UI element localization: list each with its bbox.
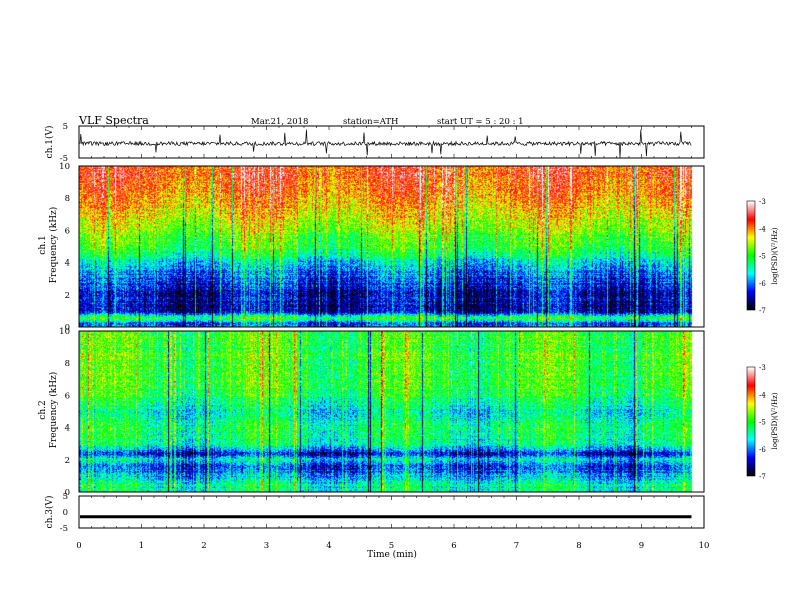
ch3-waveform-panel: ch.3(V) 5 0 -5 xyxy=(44,492,705,534)
ch2-spec-ylabel: Frequency (kHz) xyxy=(48,372,59,449)
colorbar-tick-label: -5 xyxy=(759,419,766,427)
ch1-spectrogram-panel: ch.1 Frequency (kHz) 0 2 4 6 8 10 xyxy=(38,162,705,333)
x-tick-label: 3 xyxy=(264,541,269,551)
ch3-ytick-mid: 0 xyxy=(63,508,68,518)
colorbar-tick-label: -4 xyxy=(759,225,766,233)
x-tick-label: 10 xyxy=(699,541,710,551)
colorbar-tick-label: -3 xyxy=(759,364,766,372)
colorbar-tick-label: -3 xyxy=(759,198,766,206)
station-label: station=ATH xyxy=(343,117,398,127)
colorbar-2-label: log(PSD)(V²/Hz) xyxy=(771,392,779,449)
colorbar-tick-label: -7 xyxy=(759,473,766,481)
x-axis-label: Time (min) xyxy=(367,549,417,560)
ch1-spec-ylabel: Frequency (kHz) xyxy=(48,207,59,284)
frequency-tick-label: 2 xyxy=(65,456,70,466)
frequency-tick-label: 4 xyxy=(65,424,70,434)
frequency-tick-label: 8 xyxy=(65,194,70,204)
x-tick-label: 1 xyxy=(139,541,144,551)
frequency-tick-label: 8 xyxy=(65,359,70,369)
date-label: Mar.21, 2018 xyxy=(251,117,308,127)
ch1-frame xyxy=(78,125,705,159)
x-tick-label: 2 xyxy=(201,541,206,551)
colorbar-2: -3 -4 -5 -6 -7 log(PSD)(V²/Hz) xyxy=(746,364,779,481)
x-tick-label: 6 xyxy=(451,541,456,551)
colorbar-1: -3 -4 -5 -6 -7 log(PSD)(V²/Hz) xyxy=(746,198,779,315)
x-axis-tick-labels: 0 1 2 3 4 5 6 7 8 9 10 xyxy=(76,541,709,551)
figure-title: VLF Spectra xyxy=(78,114,149,127)
colorbar-tick-label: -5 xyxy=(759,253,766,261)
ch3-ytick-top: 5 xyxy=(63,492,68,502)
frequency-tick-label: 10 xyxy=(59,327,70,337)
frequency-tick-label: 6 xyxy=(65,391,70,401)
ch1-spec-frame xyxy=(78,165,705,328)
ch2-spectrogram-panel: ch.2 Frequency (kHz) 0 2 4 6 8 10 xyxy=(38,327,705,498)
colorbar-tick-label: -6 xyxy=(759,280,766,288)
start-time-label: start UT = 5 : 20 : 1 xyxy=(437,117,524,127)
colorbar-2-frame xyxy=(746,366,756,477)
ch1-spec-label-top: ch.1 xyxy=(38,235,48,254)
frequency-tick-label: 0 xyxy=(65,323,70,333)
ch1-spectrogram-image xyxy=(79,166,704,327)
ch1-trace xyxy=(79,129,692,158)
frequency-tick-label: 6 xyxy=(65,226,70,236)
colorbar-1-label: log(PSD)(V²/Hz) xyxy=(771,227,779,284)
x-tick-label: 0 xyxy=(76,541,81,551)
frequency-tick-label: 2 xyxy=(65,291,70,301)
colorbar-1-frame xyxy=(746,200,756,311)
colorbar-tick-label: -7 xyxy=(759,307,766,315)
x-tick-label: 5 xyxy=(389,541,394,551)
x-tick-label: 7 xyxy=(514,541,519,551)
colorbar-tick-label: -6 xyxy=(759,446,766,454)
ch2-spec-frame xyxy=(78,330,705,493)
colorbar-1-gradient xyxy=(747,201,755,310)
x-tick-label: 9 xyxy=(639,541,644,551)
frequency-tick-label: 0 xyxy=(65,488,70,498)
ch3-ylabel: ch.3(V) xyxy=(44,496,55,529)
ch1-ylabel: ch.1(V) xyxy=(44,126,55,159)
x-tick-label: 8 xyxy=(576,541,581,551)
ch1-ytick-top: 5 xyxy=(63,122,68,132)
ch3-ytick-bottom: -5 xyxy=(60,524,68,534)
ch1-waveform-panel: ch.1(V) 5 -5 xyxy=(44,122,705,164)
ch2-spec-label-top: ch.2 xyxy=(38,400,48,419)
ch3-frame xyxy=(78,495,705,529)
frequency-tick-label: 10 xyxy=(59,162,70,172)
frequency-tick-label: 4 xyxy=(65,259,70,269)
ch2-spectrogram-image xyxy=(79,331,704,492)
colorbar-2-gradient xyxy=(747,367,755,476)
ch1-ytick-bottom: -5 xyxy=(60,154,68,164)
colorbar-tick-label: -4 xyxy=(759,391,766,399)
x-tick-label: 4 xyxy=(326,541,331,551)
